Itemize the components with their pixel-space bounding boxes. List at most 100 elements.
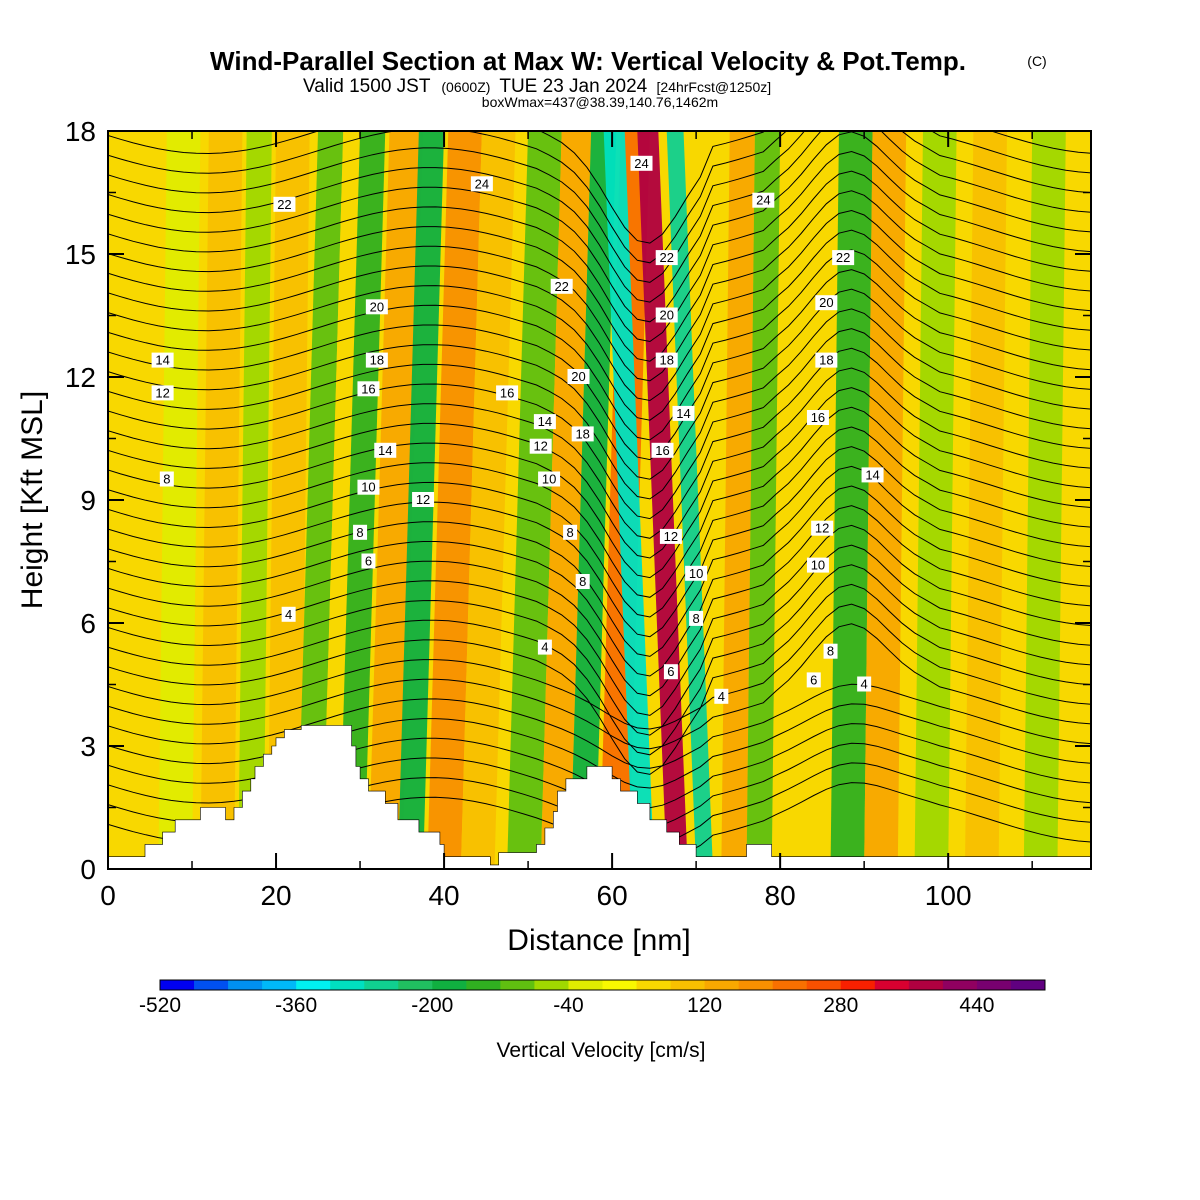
contour-label: 20 xyxy=(655,307,678,323)
contour-label-box xyxy=(571,426,594,442)
contour-label-text: 14 xyxy=(378,443,392,458)
contour-label-box xyxy=(357,381,380,397)
y-tick-label: 15 xyxy=(65,239,96,270)
contour-label: 22 xyxy=(273,196,296,212)
colorbar-swatch xyxy=(568,980,603,990)
contour-label-text: 20 xyxy=(370,299,384,314)
y-tick-label: 9 xyxy=(80,485,96,516)
colorbar-swatch xyxy=(262,980,297,990)
contour-label-text: 18 xyxy=(659,353,673,368)
contour-label-text: 12 xyxy=(664,529,678,544)
contour-label-box xyxy=(537,639,552,655)
theta-contour xyxy=(108,131,1091,264)
contour-label: 14 xyxy=(151,352,174,368)
w-band xyxy=(267,131,310,869)
contour-label-box xyxy=(655,307,678,323)
contour-label: 20 xyxy=(567,369,590,384)
colorbar-swatch xyxy=(942,980,978,990)
contour-label-text: 24 xyxy=(756,193,770,208)
colorbar-swatch xyxy=(602,980,638,990)
w-band xyxy=(864,131,907,869)
contour-labels: 4681012141618202224141281622201412108188… xyxy=(151,155,884,704)
theta-contour xyxy=(108,446,1091,638)
contour-label-text: 8 xyxy=(566,525,573,540)
contour-label-text: 4 xyxy=(541,640,548,655)
contour-label: 22 xyxy=(550,278,573,294)
contour-label: 18 xyxy=(365,352,388,368)
contour-label-box xyxy=(496,385,519,401)
contour-label: 6 xyxy=(806,672,821,688)
contour-label-box xyxy=(281,606,296,622)
y-tick-label: 12 xyxy=(65,362,96,393)
colorbar-swatch xyxy=(806,980,842,990)
contour-label-box xyxy=(806,672,821,688)
contour-label-box xyxy=(714,688,729,704)
contour-label-text: 8 xyxy=(693,611,700,626)
contour-label-box xyxy=(361,553,376,569)
contour-label-box xyxy=(365,352,388,368)
colorbar-swatch xyxy=(398,980,433,990)
contour-label-text: 16 xyxy=(361,381,375,396)
theta-contour xyxy=(108,190,1091,382)
contour-label-box xyxy=(353,524,368,540)
contour-label-box xyxy=(806,557,829,573)
subtitle-forecast: [24hrFcst@1250z] xyxy=(657,79,772,95)
colorbar-swatch xyxy=(670,980,706,990)
contour-label-box xyxy=(538,471,561,487)
theta-contour xyxy=(108,465,1091,657)
contour-label-box xyxy=(806,410,829,425)
contour-label-box xyxy=(672,405,695,421)
x-axis-label: Distance [nm] xyxy=(507,924,690,957)
contour-label-text: 12 xyxy=(155,385,169,400)
theta-contour xyxy=(108,603,1091,730)
theta-contour xyxy=(108,131,1091,323)
y-axis-ticks: 0 3 6 9 12 15 18 xyxy=(65,116,1091,885)
terrain-mask xyxy=(108,725,1091,869)
contour-label: 14 xyxy=(672,405,695,421)
subtitle-valid: Valid 1500 JST (0600Z) TUE 23 Jan 2024 [… xyxy=(303,76,771,97)
contour-label-box xyxy=(857,676,872,692)
contour-label-box xyxy=(663,664,678,680)
contour-label: 24 xyxy=(470,176,493,192)
contour-label-text: 16 xyxy=(500,385,514,400)
theta-contour xyxy=(108,623,1091,750)
theta-contour xyxy=(108,209,1091,402)
contour-label: 24 xyxy=(752,192,775,208)
w-band xyxy=(238,131,272,869)
contour-label-text: 22 xyxy=(277,197,291,212)
theta-contour xyxy=(108,131,1091,303)
contour-label: 6 xyxy=(361,553,376,569)
y-tick-label: 3 xyxy=(80,731,96,762)
contour-label-text: 10 xyxy=(542,472,556,487)
contour-label-box xyxy=(151,352,174,368)
x-tick-label: 20 xyxy=(260,880,291,911)
colorbar-swatch xyxy=(160,980,195,990)
theta-contour xyxy=(108,347,1091,539)
contour-label: 16 xyxy=(651,442,674,458)
contour-label-box xyxy=(575,574,590,589)
colorbar-tick-label: 280 xyxy=(823,994,858,1017)
subtitle-utc: (0600Z) xyxy=(441,79,490,95)
theta-contour xyxy=(108,583,1091,775)
contour-label: 4 xyxy=(281,606,296,622)
contour-label-box xyxy=(529,438,552,454)
contour-label: 10 xyxy=(806,557,829,573)
contour-label-text: 14 xyxy=(865,467,879,482)
contour-label-box xyxy=(689,610,704,626)
contour-label-text: 22 xyxy=(836,250,850,265)
contour-label-text: 8 xyxy=(356,525,363,540)
contour-label-box xyxy=(630,155,653,171)
contour-label-text: 20 xyxy=(819,295,833,310)
colorbar-swatch xyxy=(228,980,263,990)
contour-label: 6 xyxy=(663,664,678,680)
contour-label-box xyxy=(273,196,296,212)
colorbar-swatch xyxy=(432,980,467,990)
w-band xyxy=(570,131,617,869)
contour-label: 16 xyxy=(496,385,519,401)
theta-contour xyxy=(108,426,1091,618)
contour-label: 12 xyxy=(151,385,174,401)
contour-label: 14 xyxy=(533,414,556,430)
contour-label-text: 8 xyxy=(827,644,834,659)
contour-label-text: 6 xyxy=(365,554,372,569)
contour-label-box xyxy=(685,565,708,581)
